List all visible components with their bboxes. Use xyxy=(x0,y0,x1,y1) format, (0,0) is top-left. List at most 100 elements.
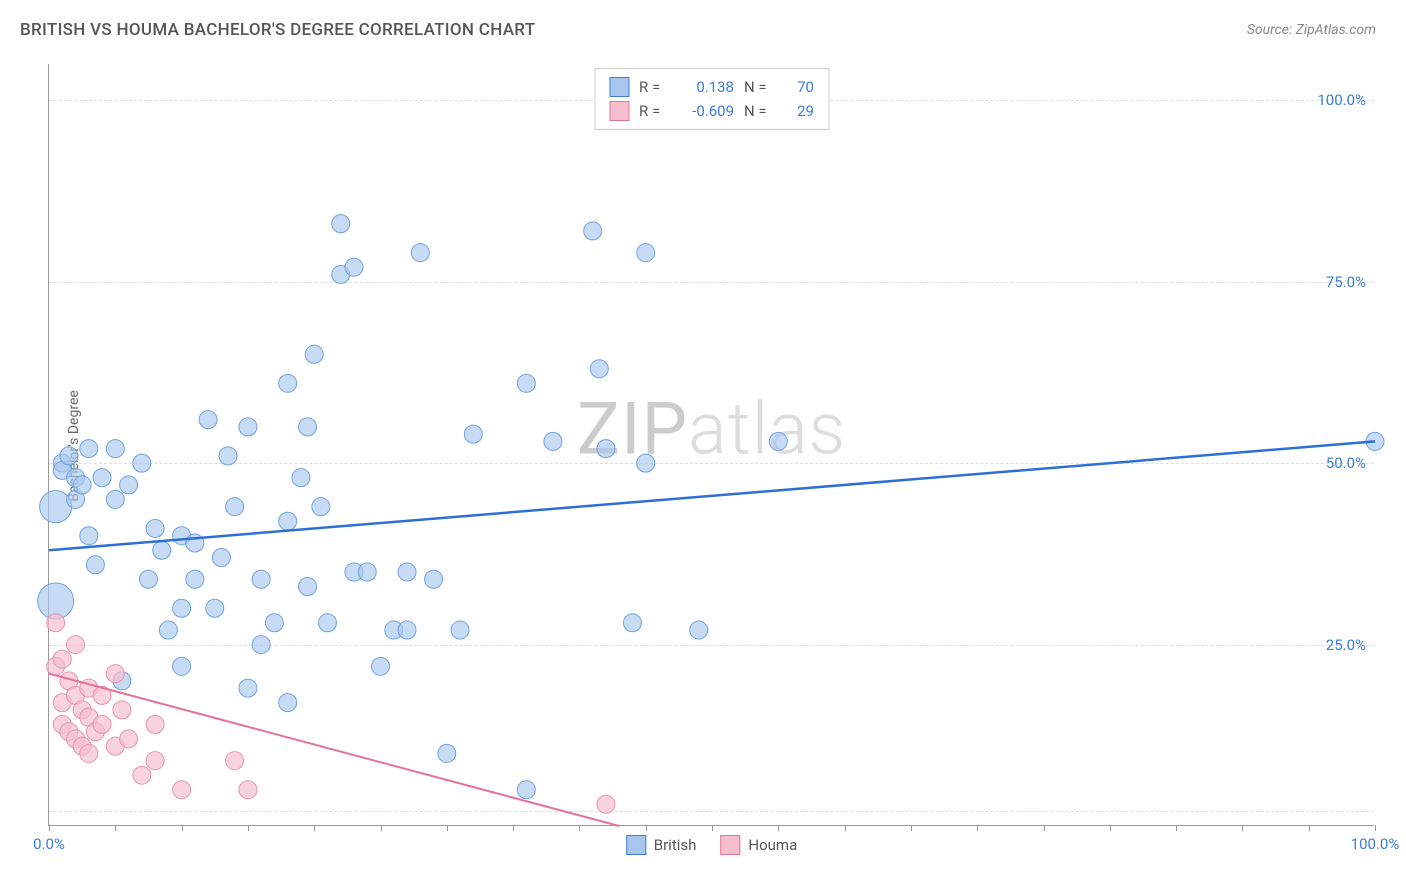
data-point xyxy=(517,781,535,799)
data-point xyxy=(173,781,191,799)
series-legend: British Houma xyxy=(626,835,797,855)
data-point xyxy=(590,360,608,378)
data-point xyxy=(372,657,390,675)
data-point xyxy=(544,432,562,450)
data-point xyxy=(252,570,270,588)
data-point xyxy=(239,679,257,697)
data-point xyxy=(637,454,655,472)
data-point xyxy=(769,432,787,450)
legend-swatch xyxy=(720,835,740,855)
data-point xyxy=(212,548,230,566)
legend-n-label: N = xyxy=(744,78,774,96)
data-point xyxy=(584,222,602,240)
data-point xyxy=(120,476,138,494)
x-tick xyxy=(1110,825,1111,831)
data-point xyxy=(299,578,317,596)
legend-n-label: N = xyxy=(744,102,774,120)
x-tick xyxy=(646,825,647,831)
data-point xyxy=(292,469,310,487)
legend-series-label: British xyxy=(654,836,697,854)
data-point xyxy=(252,636,270,654)
data-point xyxy=(597,440,615,458)
data-point xyxy=(40,491,72,523)
data-point xyxy=(53,650,71,668)
data-point xyxy=(133,454,151,472)
data-point xyxy=(345,258,363,276)
data-point xyxy=(597,795,615,813)
data-point xyxy=(438,744,456,762)
x-tick xyxy=(314,825,315,831)
correlation-legend: R =0.138N =70R =-0.609N =29 xyxy=(594,68,829,130)
data-point xyxy=(206,599,224,617)
data-point xyxy=(332,215,350,233)
x-tick xyxy=(381,825,382,831)
data-point xyxy=(106,440,124,458)
data-point xyxy=(80,527,98,545)
legend-row: R =-0.609N =29 xyxy=(609,99,814,123)
trend-line xyxy=(49,441,1375,550)
data-point xyxy=(67,636,85,654)
legend-n-value: 29 xyxy=(784,102,814,120)
data-point xyxy=(146,519,164,537)
data-point xyxy=(358,563,376,581)
data-point xyxy=(80,744,98,762)
trend-line xyxy=(49,674,619,826)
legend-swatch xyxy=(626,835,646,855)
data-point xyxy=(146,715,164,733)
data-point xyxy=(47,614,65,632)
x-tick xyxy=(1242,825,1243,831)
x-tick xyxy=(115,825,116,831)
legend-series-label: Houma xyxy=(748,836,797,854)
data-point xyxy=(623,614,641,632)
x-tick xyxy=(1375,825,1376,831)
legend-r-label: R = xyxy=(639,78,669,96)
legend-row: R =0.138N =70 xyxy=(609,75,814,99)
data-point xyxy=(425,570,443,588)
data-point xyxy=(239,418,257,436)
data-point xyxy=(464,425,482,443)
data-point xyxy=(86,556,104,574)
x-tick xyxy=(447,825,448,831)
data-point xyxy=(398,621,416,639)
data-point xyxy=(451,621,469,639)
data-point xyxy=(93,469,111,487)
data-point xyxy=(279,374,297,392)
data-point xyxy=(239,781,257,799)
data-point xyxy=(299,418,317,436)
legend-swatch xyxy=(609,77,629,97)
data-point xyxy=(305,345,323,363)
legend-series-item: Houma xyxy=(720,835,797,855)
data-point xyxy=(186,570,204,588)
x-tick xyxy=(778,825,779,831)
data-point xyxy=(113,701,131,719)
x-tick xyxy=(977,825,978,831)
legend-swatch xyxy=(609,101,629,121)
data-point xyxy=(120,730,138,748)
data-point xyxy=(153,541,171,559)
data-point xyxy=(690,621,708,639)
x-tick xyxy=(579,825,580,831)
legend-r-label: R = xyxy=(639,102,669,120)
data-point xyxy=(312,498,330,516)
data-point xyxy=(60,447,78,465)
x-tick xyxy=(1044,825,1045,831)
x-tick xyxy=(845,825,846,831)
x-tick xyxy=(513,825,514,831)
data-point xyxy=(133,766,151,784)
data-point xyxy=(226,752,244,770)
chart-title: BRITISH VS HOUMA BACHELOR'S DEGREE CORRE… xyxy=(20,20,535,40)
data-point xyxy=(265,614,283,632)
data-point xyxy=(139,570,157,588)
x-tick xyxy=(182,825,183,831)
x-tick-label: 0.0% xyxy=(33,835,65,853)
x-tick xyxy=(911,825,912,831)
scatter-svg xyxy=(49,64,1374,825)
data-point xyxy=(398,563,416,581)
data-point xyxy=(73,476,91,494)
x-tick-label: 100.0% xyxy=(1351,835,1400,853)
data-point xyxy=(106,490,124,508)
data-point xyxy=(173,599,191,617)
data-point xyxy=(411,244,429,262)
data-point xyxy=(318,614,336,632)
data-point xyxy=(146,752,164,770)
